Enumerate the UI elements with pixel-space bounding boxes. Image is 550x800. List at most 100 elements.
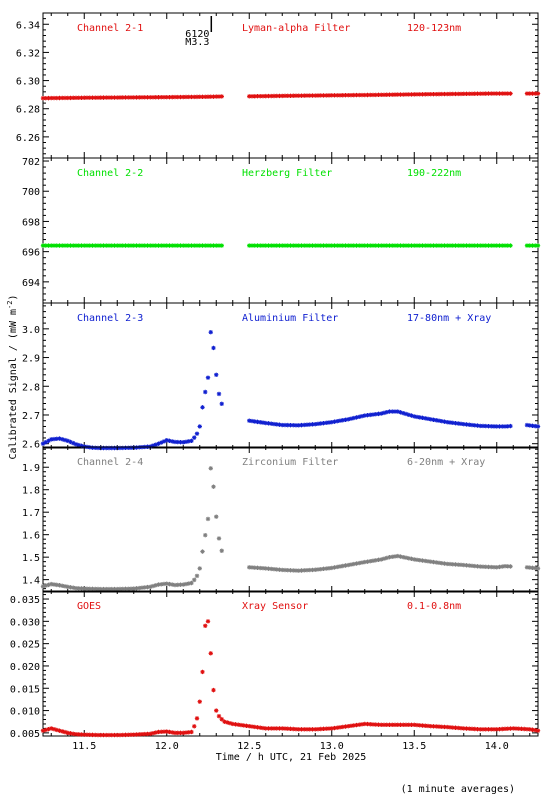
data-point bbox=[123, 243, 128, 248]
data-point bbox=[120, 445, 125, 451]
data-point bbox=[82, 586, 87, 591]
y-tick-label: 2.6 bbox=[22, 440, 40, 451]
data-point bbox=[321, 93, 326, 98]
data-point bbox=[117, 445, 123, 451]
y-tick-label: 696 bbox=[22, 248, 40, 259]
data-point bbox=[524, 726, 530, 732]
data-point bbox=[398, 243, 403, 248]
data-point bbox=[277, 726, 282, 731]
data-point bbox=[71, 585, 76, 590]
data-point bbox=[172, 439, 178, 445]
data-point bbox=[346, 562, 351, 568]
data-point bbox=[348, 723, 354, 729]
data-point bbox=[340, 93, 345, 98]
data-point bbox=[376, 411, 381, 417]
data-point bbox=[425, 416, 431, 422]
series-points bbox=[40, 619, 541, 738]
data-point bbox=[115, 586, 120, 592]
data-point bbox=[139, 732, 145, 737]
data-point bbox=[57, 436, 62, 441]
data-point bbox=[505, 91, 510, 96]
data-point bbox=[357, 92, 362, 98]
data-point bbox=[412, 722, 417, 728]
y-tick-label: 6.34 bbox=[16, 20, 40, 31]
data-point bbox=[156, 95, 161, 100]
data-point bbox=[395, 243, 400, 248]
data-point bbox=[475, 564, 480, 569]
y-tick-label: 6.30 bbox=[16, 77, 40, 88]
data-point bbox=[175, 94, 180, 100]
data-point bbox=[192, 435, 197, 440]
x-tick-label: 12.0 bbox=[155, 741, 179, 752]
data-point bbox=[280, 243, 285, 248]
data-point bbox=[150, 95, 156, 100]
y-tick-label: 694 bbox=[22, 278, 40, 289]
data-point bbox=[373, 558, 378, 563]
data-point bbox=[255, 243, 260, 248]
data-point bbox=[106, 243, 112, 248]
data-point bbox=[406, 556, 411, 561]
data-point bbox=[478, 727, 483, 732]
data-point bbox=[428, 559, 433, 564]
data-point bbox=[112, 445, 117, 451]
data-point bbox=[461, 91, 466, 97]
data-point bbox=[354, 243, 359, 248]
data-point bbox=[161, 95, 167, 100]
data-point bbox=[73, 732, 79, 737]
data-point bbox=[401, 410, 406, 416]
data-point bbox=[126, 243, 131, 248]
panel-3: 2.6 2.7 2.8 2.9 3.0 Channel 2-3 Aluminium Filt… bbox=[22, 302, 541, 451]
data-point bbox=[288, 93, 293, 98]
data-point bbox=[461, 726, 466, 731]
data-point bbox=[304, 567, 310, 573]
data-point bbox=[401, 722, 406, 728]
panel-frame bbox=[42, 12, 539, 159]
data-point bbox=[216, 713, 222, 719]
data-point bbox=[489, 424, 494, 429]
data-point bbox=[357, 722, 362, 727]
data-point bbox=[57, 583, 62, 588]
data-point bbox=[483, 727, 488, 732]
data-point bbox=[337, 418, 343, 423]
data-point bbox=[335, 419, 340, 424]
data-point bbox=[62, 584, 68, 589]
data-point bbox=[247, 723, 252, 729]
data-point bbox=[362, 559, 367, 565]
data-point bbox=[274, 422, 279, 427]
y-tick-label: 1.5 bbox=[22, 553, 40, 564]
data-point bbox=[494, 243, 499, 248]
data-point bbox=[269, 243, 274, 248]
data-point bbox=[486, 423, 491, 429]
data-point bbox=[315, 421, 321, 427]
data-point bbox=[370, 558, 376, 563]
data-point bbox=[115, 243, 120, 248]
data-point bbox=[368, 412, 373, 418]
data-point bbox=[321, 420, 326, 426]
data-point bbox=[370, 243, 376, 248]
data-point bbox=[277, 243, 282, 248]
data-point bbox=[62, 437, 68, 443]
data-point bbox=[43, 583, 48, 588]
data-point bbox=[90, 243, 95, 248]
data-point bbox=[87, 732, 92, 738]
data-point bbox=[302, 93, 307, 98]
data-point bbox=[302, 243, 307, 248]
data-point bbox=[401, 554, 406, 560]
data-point bbox=[335, 243, 340, 248]
data-point bbox=[112, 95, 117, 100]
data-point bbox=[249, 565, 255, 570]
data-point bbox=[491, 424, 497, 429]
data-point bbox=[439, 243, 444, 248]
data-point bbox=[420, 92, 425, 97]
data-point bbox=[379, 411, 384, 416]
data-point bbox=[299, 568, 304, 573]
data-point bbox=[291, 93, 296, 98]
data-point bbox=[508, 564, 513, 569]
data-point bbox=[423, 558, 428, 564]
data-point bbox=[513, 726, 519, 731]
data-point bbox=[387, 243, 392, 248]
data-point bbox=[313, 93, 318, 98]
data-point bbox=[65, 95, 70, 101]
data-point bbox=[431, 91, 436, 97]
data-point bbox=[203, 532, 208, 538]
